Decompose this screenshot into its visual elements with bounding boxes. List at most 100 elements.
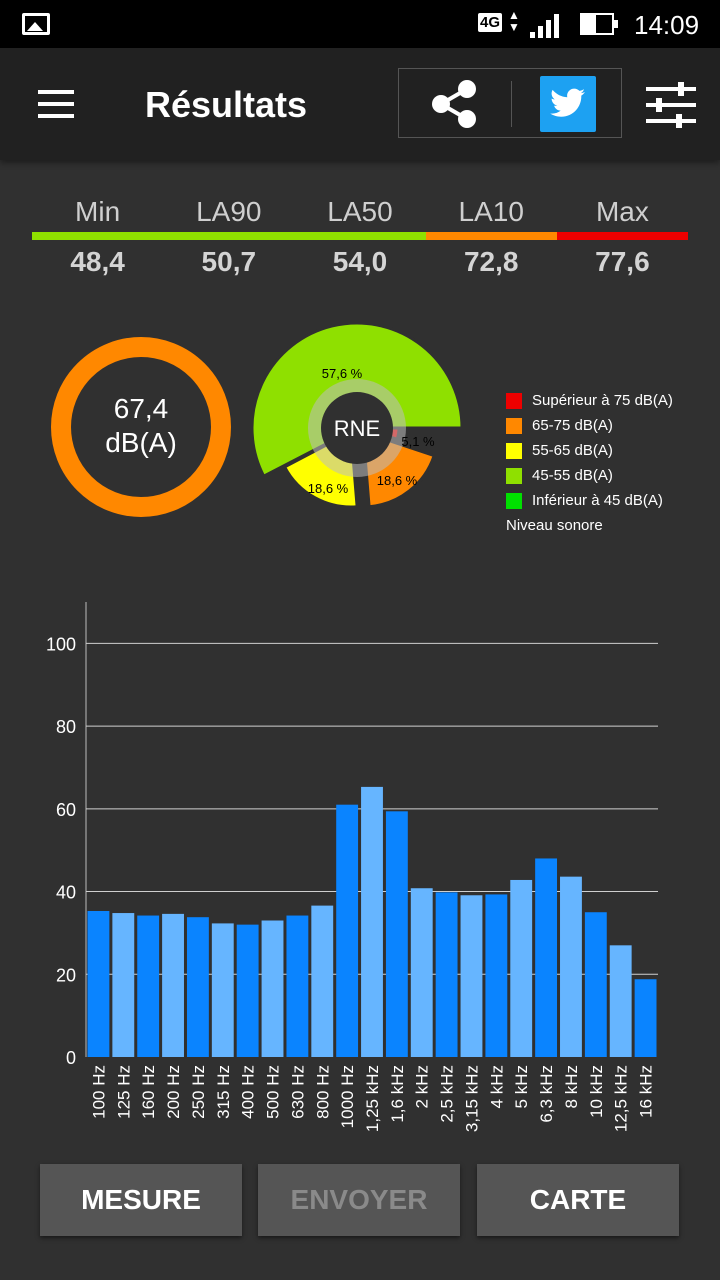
carte-button[interactable]: CARTE [477,1164,679,1236]
x-tick-label: 8 kHz [562,1065,581,1108]
bar [435,892,458,1057]
pie-label-green: 57,6 % [322,366,363,381]
pie-label-red: 5,1 % [401,434,435,449]
y-tick-label: 40 [56,883,76,903]
stat-label-min: Min [75,196,121,227]
bar [261,920,284,1057]
page-title: Résultats [145,84,308,125]
bar [336,804,359,1057]
network-type: 4G [478,13,503,32]
stat-value-la10: 72,8 [463,246,519,277]
noise-distribution-pie: RNE 57,6 % 5,1 % 18,6 % 18,6 % [250,321,464,509]
x-tick-label: 5 kHz [512,1065,531,1108]
pie-label-yellow: 18,6 % [308,481,349,496]
x-tick-label: 10 kHz [587,1065,606,1118]
legend-swatch [506,417,522,434]
stat-label-la90: LA90 [196,196,262,227]
share-actions [398,68,622,138]
mesure-button[interactable]: MESURE [40,1164,242,1236]
x-tick-label: 6,3 kHz [537,1065,556,1123]
bar [634,979,657,1057]
bar [485,894,508,1057]
pie-center [321,392,393,464]
legend-swatch [506,492,522,509]
x-tick-label: 12,5 kHz [612,1065,631,1132]
bar [112,913,135,1057]
x-tick-label: 315 Hz [214,1065,233,1119]
y-tick-label: 20 [56,965,76,985]
x-tick-label: 630 Hz [288,1065,307,1119]
y-tick-label: 80 [56,717,76,737]
bar [87,910,110,1057]
x-tick-label: 16 kHz [637,1065,656,1118]
clock: 14:09 [634,10,700,40]
bar [311,905,334,1057]
x-tick-label: 1,25 kHz [363,1065,382,1132]
legend-label: 65-75 dB(A) [532,417,613,434]
x-tick-label: 160 Hz [139,1065,158,1119]
legend-swatch [506,442,522,459]
x-tick-label: 500 Hz [264,1065,283,1119]
stat-value-min: 48,4 [70,246,125,277]
legend-item: 45-55 dB(A) [506,463,673,488]
stat-value-la50: 54,0 [332,246,388,277]
level-gauge [51,337,231,517]
legend-caption: Niveau sonore [506,517,603,534]
bar [535,858,558,1057]
x-tick-label: 1000 Hz [338,1065,357,1128]
legend-swatch [506,467,522,484]
envoyer-button[interactable]: ENVOYER [258,1164,460,1236]
legend-label: Supérieur à 75 dB(A) [532,392,673,409]
pie-center-label: RNE [334,416,380,441]
menu-icon[interactable] [38,90,74,118]
bar [560,876,582,1057]
frequency-spectrum-chart: 0 20 40 60 80 100 100 Hz 125 Hz 160 Hz 200 Hz 250… [46,602,658,1132]
legend-item: Supérieur à 75 dB(A) [506,388,673,413]
gauge-readout: 67,4 dB(A) [50,392,232,460]
stat-label-la10: LA10 [458,196,524,227]
bar [162,913,184,1057]
x-tick-label: 3,15 kHz [462,1065,481,1132]
legend-item: 55-65 dB(A) [506,438,673,463]
gauge-value: 67,4 [113,393,169,424]
y-tick-label: 60 [56,800,76,820]
stat-value-max: 77,6 [595,246,650,277]
x-tick-label: 125 Hz [114,1065,133,1119]
twitter-icon [550,88,585,117]
statistics-panel: Min LA90 LA50 LA10 Max 48,4 50,7 54,0 72… [32,196,688,278]
bar [361,786,383,1057]
bar [460,895,483,1057]
y-tick-label: 100 [46,634,76,654]
stat-value-la90: 50,7 [201,246,257,277]
share-icon[interactable] [429,79,481,129]
bar [385,811,408,1057]
x-tick-label: 100 Hz [89,1065,108,1119]
pie-legend: Supérieur à 75 dB(A) 65-75 dB(A) 55-65 d… [506,388,673,534]
bar [584,912,607,1057]
bar [211,923,234,1057]
legend-label: 55-65 dB(A) [532,442,613,459]
level-color-bar [32,232,688,240]
legend-item: 65-75 dB(A) [506,413,673,438]
twitter-button[interactable] [540,76,596,132]
settings-sliders-icon[interactable] [646,82,696,128]
x-tick-label: 400 Hz [239,1065,258,1119]
x-tick-label: 200 Hz [164,1065,183,1119]
bar [137,915,160,1057]
x-tick-label: 2,5 kHz [438,1065,457,1123]
stat-label-la50: LA50 [327,196,393,227]
legend-label: Inférieur à 45 dB(A) [532,492,663,509]
x-tick-label: 2 kHz [413,1065,432,1108]
x-tick-label: 4 kHz [487,1065,506,1108]
y-tick-label: 0 [66,1048,76,1068]
app-bar: Résultats [0,48,720,160]
bar [510,879,533,1057]
x-tick-label: 250 Hz [189,1065,208,1119]
bar [410,888,433,1057]
x-tick-label: 800 Hz [313,1065,332,1119]
legend-swatch [506,392,522,409]
bar [236,924,259,1057]
signal-icon [530,14,559,38]
bar [186,917,209,1057]
data-activity-icon: ▲ ▼ [508,8,520,34]
